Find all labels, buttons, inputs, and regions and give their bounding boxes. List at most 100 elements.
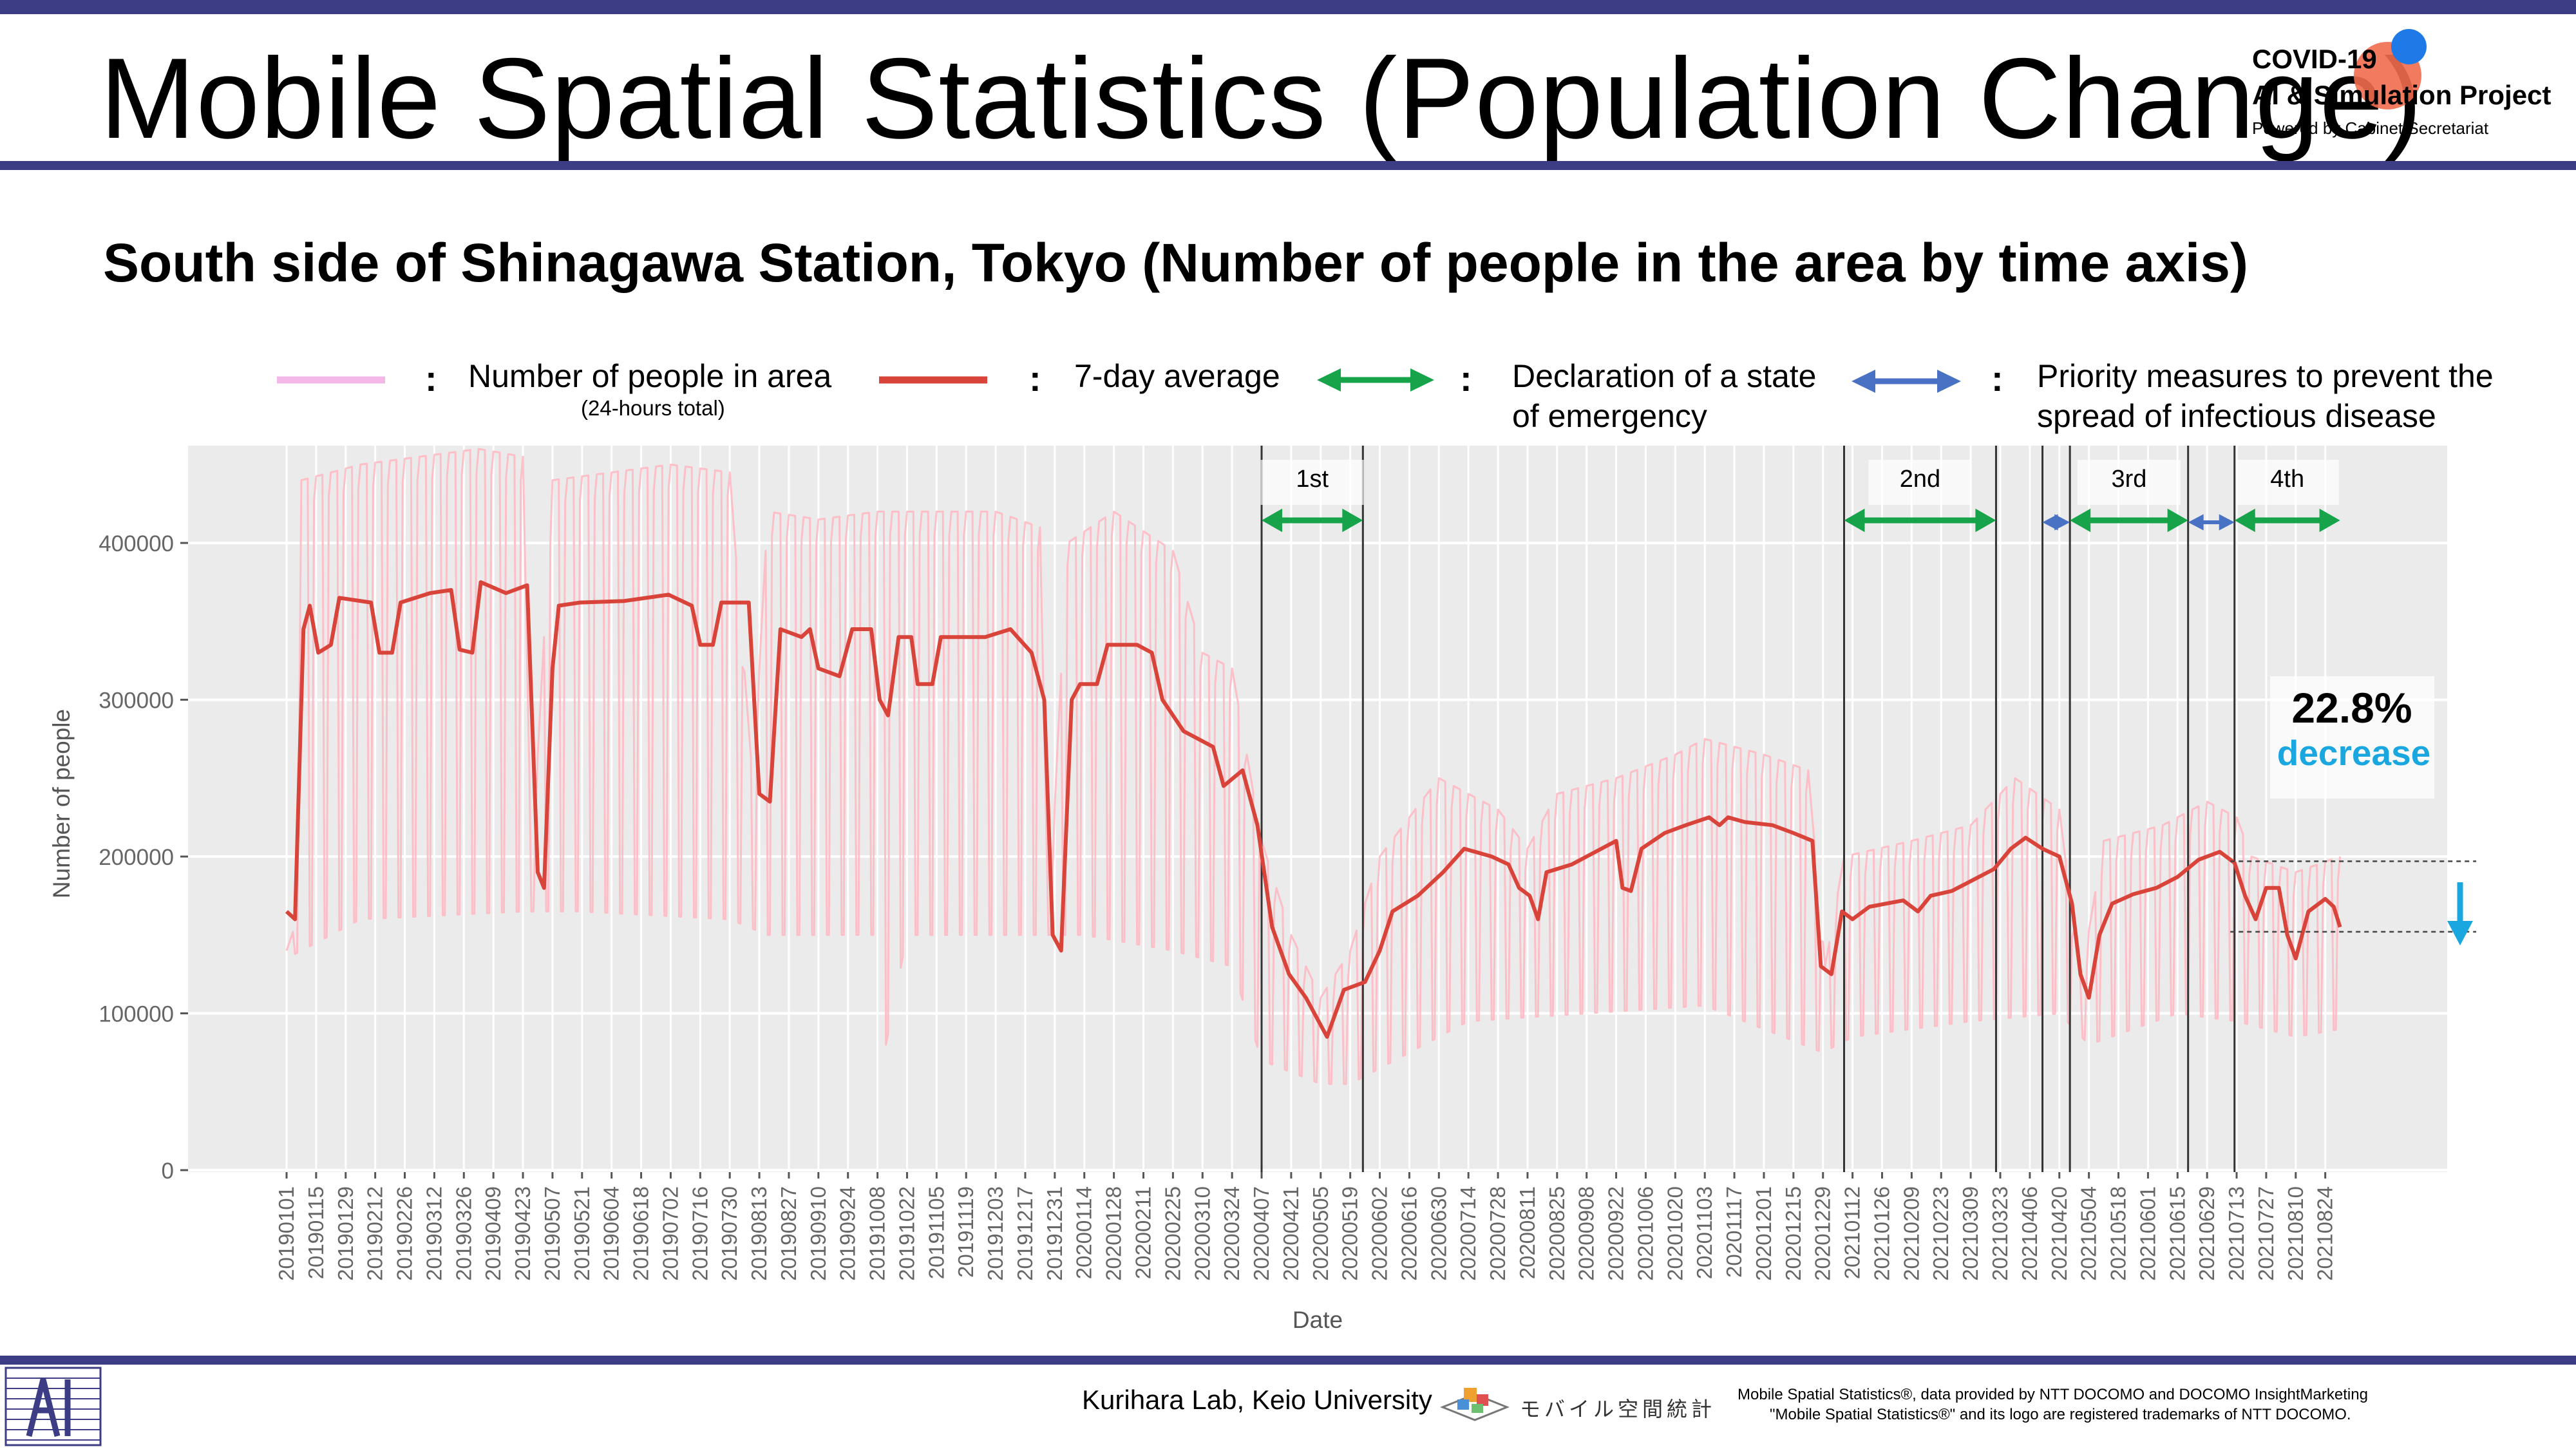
emergency-period-arrow xyxy=(1262,508,1363,533)
legend-priority-label-1: Priority measures to prevent the xyxy=(2037,358,2494,394)
x-tick-label: 20201201 xyxy=(1752,1186,1776,1281)
footer-lab-name: Kurihara Lab, Keio University xyxy=(1082,1385,1432,1415)
x-tick-label: 20210615 xyxy=(2165,1186,2189,1281)
period-label-box xyxy=(1868,460,1972,505)
period-arrow-head-left xyxy=(2070,508,2091,533)
daily-series-line xyxy=(285,448,2342,1085)
x-tick-label: 20200128 xyxy=(1102,1186,1126,1281)
x-tick-label: 20200211 xyxy=(1132,1186,1155,1279)
x-tick-label: 20200922 xyxy=(1604,1186,1628,1281)
emergency-period-arrow xyxy=(2234,508,2340,533)
x-tick-label: 20210323 xyxy=(1988,1186,2012,1281)
x-tick-label: 20200505 xyxy=(1309,1186,1332,1281)
y-tick-label: 100000 xyxy=(99,1002,174,1027)
x-tick-label: 20190115 xyxy=(304,1186,328,1279)
x-tick-label: 20190702 xyxy=(658,1186,682,1281)
legend-emergency-label-2: of emergency xyxy=(1512,398,1707,434)
legend-emergency-arrow xyxy=(1317,368,1434,392)
emergency-period-arrow xyxy=(1844,508,1996,533)
legend-separator: : xyxy=(425,358,437,399)
top-rule xyxy=(0,0,2576,14)
chart-legend: : Number of people in area (24-hours tot… xyxy=(277,358,2494,434)
legend-separator: : xyxy=(1029,358,1041,399)
priority-period-arrow xyxy=(2042,514,2070,531)
x-tick-label: 20210824 xyxy=(2313,1186,2337,1281)
x-tick-label: 20190618 xyxy=(629,1186,653,1281)
period-arrow-head-right xyxy=(1975,508,1996,533)
period-arrow-head-left xyxy=(2234,508,2255,533)
decrease-word: decrease xyxy=(2277,733,2431,773)
project-logo-line1: COVID-19 xyxy=(2252,44,2377,74)
logo-blue-circle xyxy=(2391,29,2427,64)
project-logo-line2: AI & Simulation Project xyxy=(2252,80,2552,110)
average-series-line xyxy=(285,580,2342,1039)
x-tick-label: 20210518 xyxy=(2107,1186,2130,1281)
x-tick-label: 20190910 xyxy=(806,1186,830,1281)
keio-lab-logo xyxy=(5,1367,102,1446)
x-tick-label: 20210309 xyxy=(1958,1186,1982,1281)
period-label-box xyxy=(1260,460,1364,505)
legend-priority-label-2: spread of infectious disease xyxy=(2037,398,2436,434)
x-tick-label: 20200407 xyxy=(1249,1186,1273,1281)
x-tick-label: 20190507 xyxy=(540,1186,564,1281)
period-label-box xyxy=(2235,460,2339,505)
chart-subtitle: South side of Shinagawa Station, Tokyo (… xyxy=(103,232,2248,293)
x-tick-label: 20201229 xyxy=(1811,1186,1835,1281)
x-tick-label: 20201215 xyxy=(1781,1186,1805,1281)
x-tick-label: 20190730 xyxy=(717,1186,741,1281)
x-tick-label: 20190226 xyxy=(393,1186,417,1281)
x-tick-label: 20190423 xyxy=(511,1186,535,1281)
x-tick-label: 20200825 xyxy=(1545,1186,1569,1281)
x-tick-label: 20210223 xyxy=(1929,1186,1953,1281)
period-label: 3rd xyxy=(2111,466,2146,493)
x-tick-label: 20200728 xyxy=(1486,1186,1510,1281)
period-label: 4th xyxy=(2270,466,2304,493)
x-tick-label: 20201006 xyxy=(1633,1186,1657,1281)
legend-priority-arrow xyxy=(1852,370,1961,393)
mobile-spatial-statistics-icon xyxy=(1439,1388,1510,1421)
x-tick-label: 20201103 xyxy=(1692,1186,1716,1279)
x-tick-label: 20210713 xyxy=(2224,1186,2248,1281)
legend-separator: : xyxy=(1991,358,2003,399)
x-tick-label: 20190312 xyxy=(422,1186,446,1281)
x-tick-label: 20200310 xyxy=(1190,1186,1214,1281)
x-axis-label: Date xyxy=(1293,1307,1343,1333)
footer-rule xyxy=(0,1356,2576,1365)
x-tick-label: 20201117 xyxy=(1722,1186,1746,1278)
x-tick-label: 20210209 xyxy=(1899,1186,1923,1281)
period-arrow-head-left xyxy=(2042,514,2058,531)
x-tick-label: 20200811 xyxy=(1515,1186,1539,1279)
decrease-percent: 22.8% xyxy=(2291,684,2412,732)
period-label: 2nd xyxy=(1900,466,1940,493)
y-tick-label: 300000 xyxy=(99,688,174,714)
x-tick-label: 20190521 xyxy=(570,1186,594,1281)
x-tick-label: 20210629 xyxy=(2195,1186,2219,1281)
x-tick-label: 20200714 xyxy=(1456,1186,1480,1281)
footer-logo-text: モバイル空間統計 xyxy=(1520,1397,1716,1421)
x-tick-label: 20190212 xyxy=(363,1186,387,1281)
footer-data-note: Mobile Spatial Statistics®, data provide… xyxy=(1738,1386,2368,1403)
period-arrow-head-right xyxy=(2319,508,2340,533)
x-tick-label: 20200602 xyxy=(1368,1186,1392,1281)
x-tick-label: 20190409 xyxy=(481,1186,505,1281)
x-tick-label: 20200324 xyxy=(1220,1186,1244,1281)
annotation-box xyxy=(2270,676,2434,799)
legend-daily-sublabel: (24-hours total) xyxy=(581,396,725,420)
period-arrow-head-left xyxy=(1262,508,1283,533)
x-tick-label: 20210727 xyxy=(2254,1186,2278,1281)
daily-series-layer xyxy=(285,448,2342,1085)
emergency-period-arrow xyxy=(2070,508,2188,533)
priority-period-arrow xyxy=(2188,514,2235,531)
x-tick-label: 20190827 xyxy=(777,1186,800,1281)
period-arrow-head-right xyxy=(1342,508,1363,533)
y-tick-label: 0 xyxy=(162,1159,174,1184)
x-tick-label: 20190716 xyxy=(688,1186,712,1281)
period-arrow-head-left xyxy=(1844,508,1865,533)
page-title: Mobile Spatial Statistics (Population Ch… xyxy=(100,34,2423,162)
x-tick-label: 20210504 xyxy=(2077,1186,2101,1281)
x-tick-label: 20191119 xyxy=(954,1186,978,1278)
footer-trademark-note: "Mobile Spatial Statistics®" and its log… xyxy=(1770,1406,2351,1423)
x-tick-label: 20200114 xyxy=(1072,1186,1096,1279)
period-arrow-head-right xyxy=(2219,514,2235,531)
legend-separator: : xyxy=(1460,358,1472,399)
